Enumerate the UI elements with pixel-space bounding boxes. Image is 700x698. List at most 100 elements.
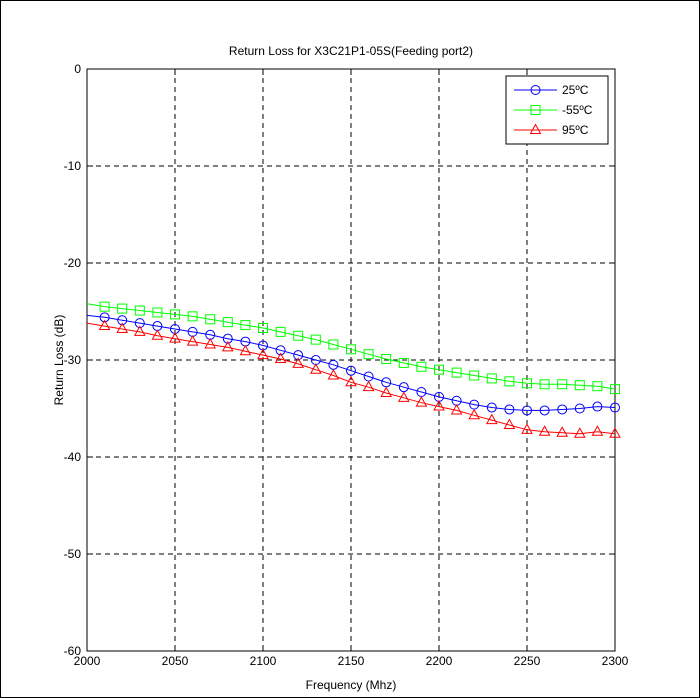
series-layer (86, 301, 621, 438)
chart-title: Return Loss for X3C21P1-05S(Feeding port… (229, 44, 473, 58)
data-point (222, 317, 233, 328)
data-point (345, 375, 357, 387)
data-point (397, 391, 410, 402)
x-axis-label: Frequency (Mhz) (306, 678, 397, 692)
data-point (117, 303, 128, 314)
y-axis-ticks: 0 -10 -20 -30 -40 -50 -60 (64, 62, 615, 658)
data-point (186, 335, 199, 346)
data-point (310, 334, 321, 345)
data-point (293, 330, 304, 341)
data-point (309, 363, 322, 374)
data-point (574, 403, 585, 414)
data-point (152, 307, 163, 318)
x-tick-label: 2150 (338, 654, 365, 668)
data-point (99, 312, 110, 323)
y-tick-label: -20 (64, 256, 82, 270)
data-point (539, 379, 550, 390)
data-point (416, 361, 427, 372)
data-point (574, 380, 585, 391)
data-point (522, 378, 532, 389)
data-point (381, 354, 392, 365)
data-point (504, 404, 515, 415)
data-point (204, 337, 217, 349)
data-point (609, 427, 621, 438)
data-point (346, 365, 356, 376)
data-point (221, 340, 234, 352)
x-tick-label: 2100 (250, 654, 277, 668)
data-point (450, 403, 463, 415)
data-point (591, 425, 604, 436)
y-tick-label: -60 (64, 644, 82, 658)
data-point (469, 370, 480, 381)
data-point (327, 368, 340, 380)
data-point (433, 400, 445, 411)
data-point (485, 413, 498, 425)
data-point (557, 379, 568, 390)
series-2 (86, 301, 620, 395)
data-point (293, 350, 304, 361)
data-point (328, 339, 339, 350)
data-point (205, 314, 216, 325)
data-point (151, 329, 164, 340)
y-tick-label: -40 (64, 450, 82, 464)
x-axis-ticks: 2000 2050 2100 2150 2200 2250 2300 (74, 69, 629, 668)
data-point (610, 384, 620, 395)
data-point (134, 318, 145, 329)
series-3 (86, 319, 621, 438)
y-tick-label: -50 (64, 547, 82, 561)
data-point (169, 332, 181, 343)
data-point (573, 427, 586, 438)
data-point (557, 404, 568, 415)
data-point (257, 348, 269, 360)
data-point (240, 320, 251, 331)
data-point (187, 311, 198, 322)
series-line (86, 322, 616, 435)
data-point (274, 352, 287, 364)
data-point (363, 349, 374, 360)
data-point (538, 425, 551, 436)
data-point (275, 345, 286, 356)
data-point (222, 333, 233, 344)
legend-entry: 95ºC (514, 123, 589, 137)
data-point (486, 402, 497, 413)
x-tick-label: 2300 (602, 654, 629, 668)
data-point (415, 396, 428, 407)
legend-entry: -55ºC (514, 103, 593, 117)
data-point (346, 344, 356, 355)
data-point (116, 322, 129, 333)
data-point (275, 326, 286, 337)
grid (87, 69, 615, 651)
data-point (133, 325, 146, 336)
y-axis-label: Return Loss (dB) (52, 315, 66, 406)
data-point (556, 426, 569, 437)
legend-label: -55ºC (562, 103, 593, 117)
series-line (86, 303, 616, 390)
data-point (398, 357, 409, 368)
x-tick-label: 2000 (74, 654, 101, 668)
series-line (86, 314, 616, 411)
data-point (610, 402, 620, 413)
data-point (99, 301, 110, 312)
data-point (258, 322, 268, 333)
data-point (522, 405, 532, 416)
data-point (117, 315, 128, 326)
data-point (468, 408, 481, 420)
data-point (486, 373, 497, 384)
data-point (592, 401, 603, 412)
legend-label: 25ºC (562, 83, 589, 97)
legend-marker (530, 105, 541, 115)
legend-label: 95ºC (562, 123, 589, 137)
legend-marker (530, 85, 541, 95)
x-tick-label: 2250 (514, 654, 541, 668)
data-point (98, 319, 111, 331)
data-point (539, 405, 550, 416)
data-point (503, 418, 516, 429)
data-point (521, 423, 533, 434)
data-point (451, 367, 462, 378)
x-tick-label: 2200 (426, 654, 453, 668)
y-tick-label: -10 (64, 159, 82, 173)
data-point (380, 386, 393, 397)
data-point (362, 380, 375, 392)
x-tick-label: 2050 (162, 654, 189, 668)
